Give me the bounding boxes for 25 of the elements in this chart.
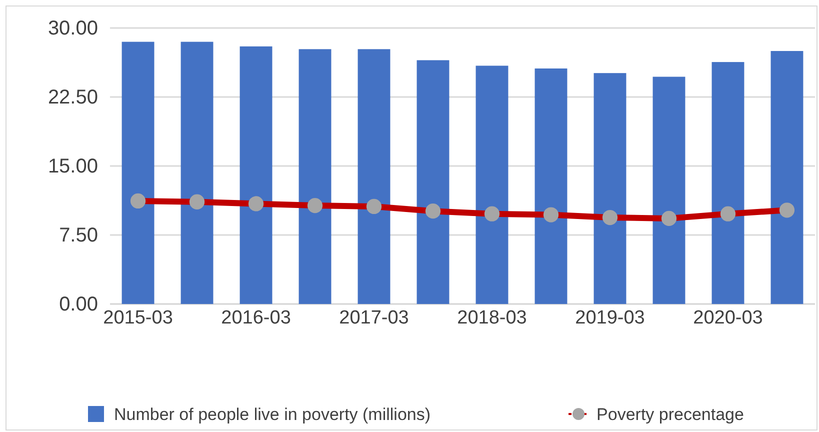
- x-tick-label: 2018-03: [457, 307, 527, 328]
- x-tick-label: 2016-03: [221, 307, 291, 328]
- x-tick-label: 2017-03: [339, 307, 409, 328]
- bar: [298, 49, 332, 304]
- y-tick-label: 30.00: [48, 17, 98, 40]
- y-tick-label: 15.00: [48, 155, 98, 178]
- bar: [770, 51, 804, 304]
- bar: [240, 46, 272, 304]
- bar: [122, 42, 154, 304]
- bar: [358, 49, 390, 304]
- bar: [476, 66, 508, 304]
- bar: [534, 68, 568, 304]
- bar: [712, 62, 744, 304]
- x-tick-label: 2019-03: [575, 307, 645, 328]
- x-tick-label: 2020-03: [693, 307, 763, 328]
- bar: [180, 42, 214, 304]
- y-tick-label: 22.50: [48, 86, 98, 108]
- y-tick-label: 7.50: [59, 224, 98, 246]
- bar: [594, 73, 626, 304]
- bar: [416, 60, 450, 304]
- bar: [652, 76, 686, 304]
- y-tick-label: 0.00: [59, 293, 98, 316]
- legend-label: Number of people live in poverty (millions): [114, 404, 431, 424]
- legend-label: Poverty precentage: [596, 404, 744, 424]
- x-tick-label: 2015-03: [103, 307, 173, 328]
